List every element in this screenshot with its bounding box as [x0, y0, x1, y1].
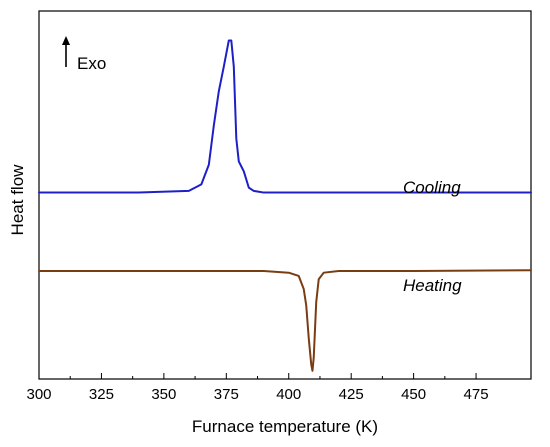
x-axis-title: Furnace temperature (K)	[192, 417, 378, 436]
x-tick-label-325: 325	[89, 386, 114, 403]
x-tick-label-450: 450	[401, 386, 426, 403]
x-tick-label-475: 475	[464, 386, 489, 403]
exo-annotation: Exo	[62, 36, 106, 73]
series-label-cooling: Cooling	[403, 178, 461, 197]
y-axis-title: Heat flow	[8, 164, 27, 236]
series-label-heating: Heating	[403, 276, 462, 295]
series-line-heating	[38, 269, 532, 372]
exo-arrow-head-icon	[62, 36, 70, 45]
exo-label: Exo	[77, 54, 106, 73]
x-tick-label-375: 375	[214, 386, 239, 403]
x-tick-label-350: 350	[151, 386, 176, 403]
x-tick-label-425: 425	[339, 386, 364, 403]
plot-frame	[38, 10, 532, 380]
plot-area	[38, 10, 532, 380]
series-line-cooling	[38, 39, 532, 194]
x-tick-label-300: 300	[26, 386, 51, 403]
axis-layer: 300 325 350 375 400 425 450 475	[26, 373, 489, 403]
series-layer	[38, 39, 532, 372]
x-tick-label-400: 400	[276, 386, 301, 403]
